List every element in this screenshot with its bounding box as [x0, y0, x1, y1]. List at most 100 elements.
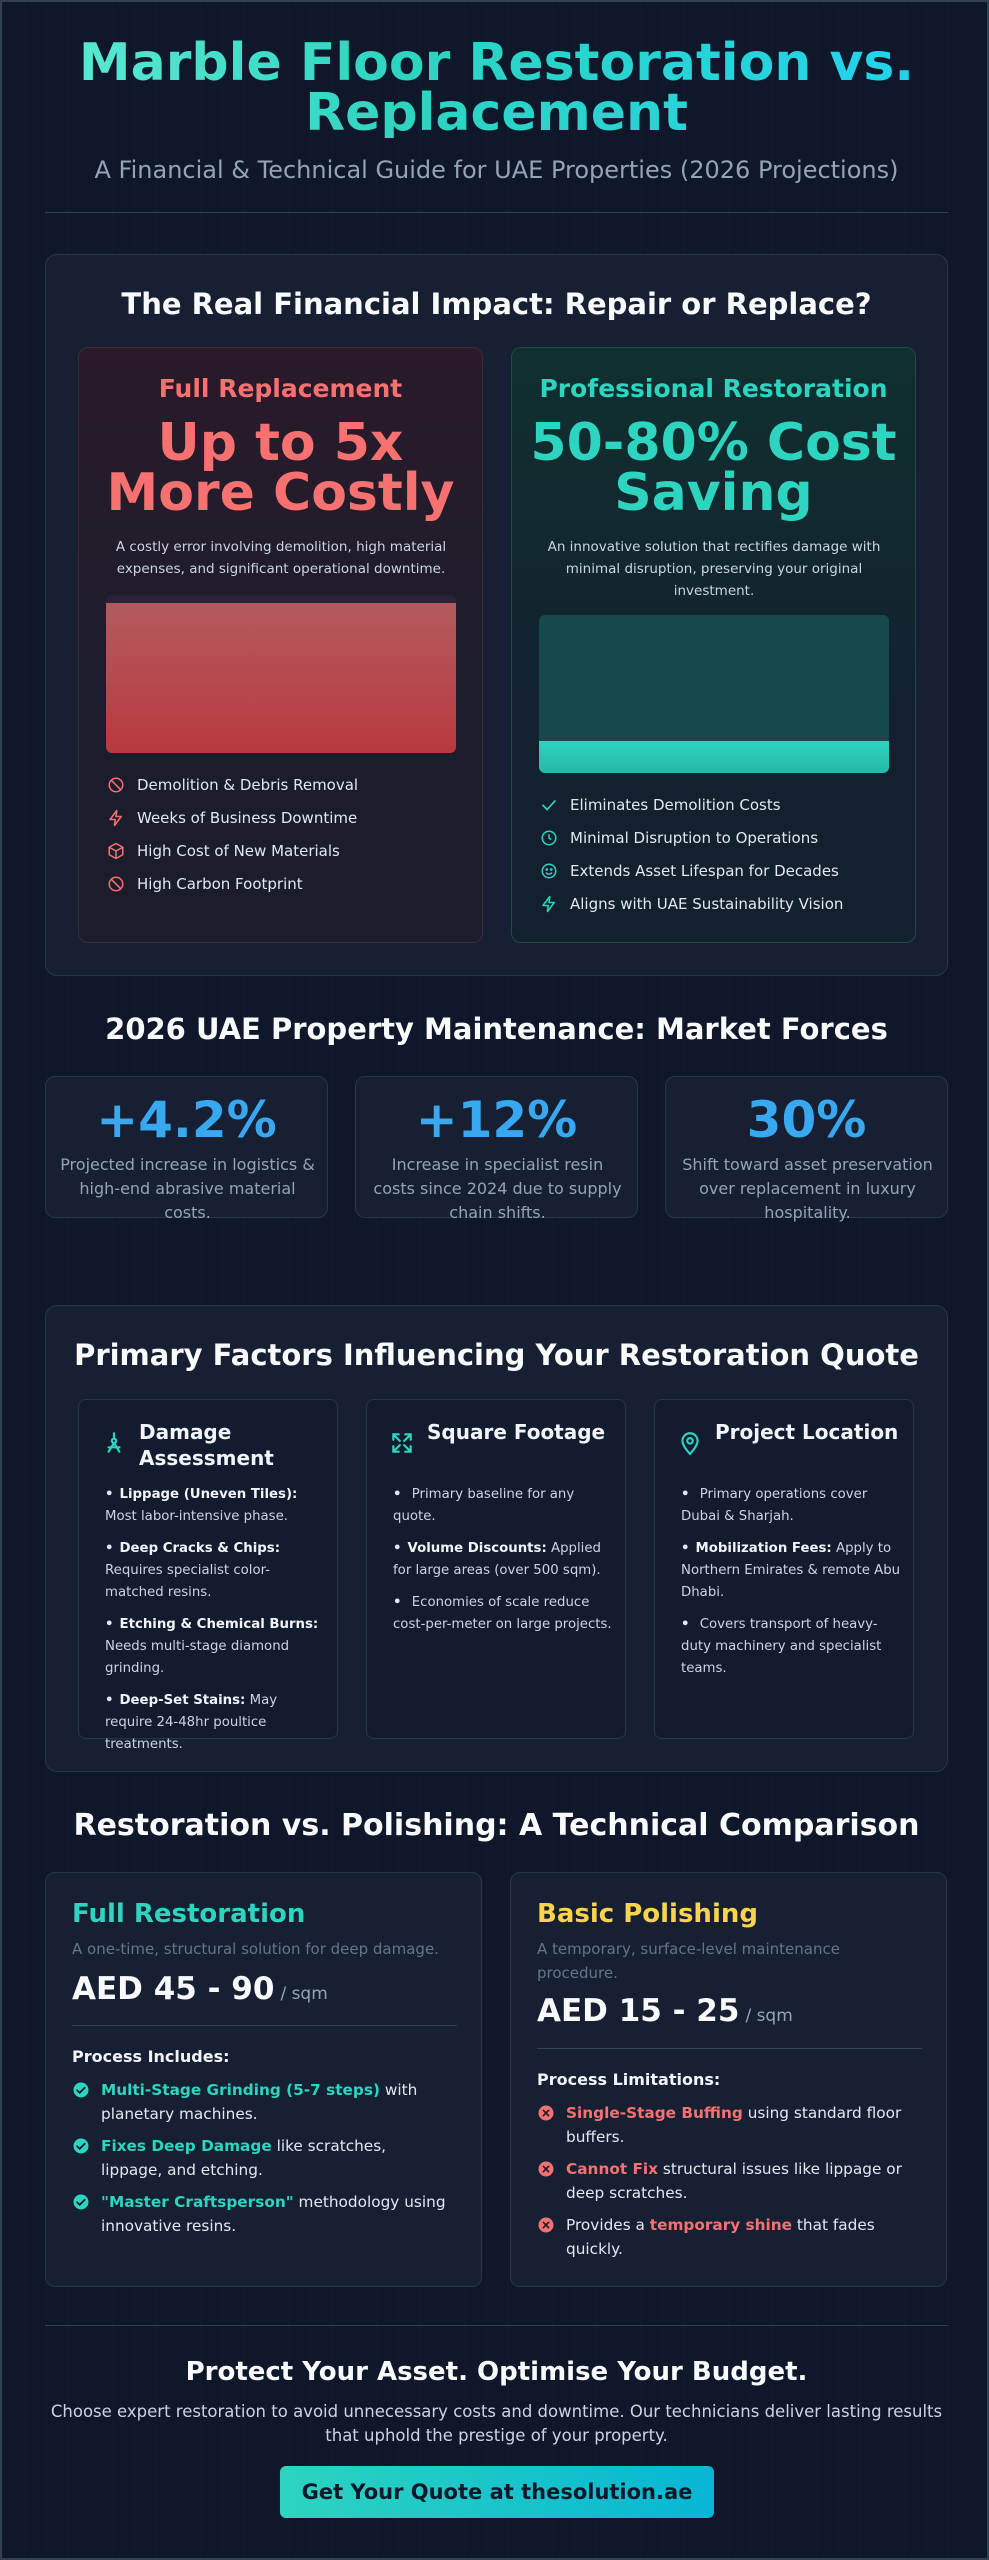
list-item: Provides a temporary shine that fades qu… — [537, 2213, 917, 2261]
item-text: Covers transport of heavy-duty machinery… — [681, 1617, 882, 1676]
item-text: methodology using innovative resins. — [101, 2193, 446, 2235]
tech-list: Single-Stage Buffing using standard floo… — [537, 2101, 917, 2269]
replacement-description: A costly error involving demolition, hig… — [115, 539, 447, 577]
item-highlight: "Master Craftsperson" — [101, 2193, 294, 2211]
list-item: Demolition & Debris Removal — [107, 768, 467, 801]
restoration-card: Professional Restoration 50-80% Cost Sav… — [511, 347, 916, 943]
technical-heading: Restoration vs. Polishing: A Technical C… — [73, 1808, 920, 1843]
list-item: • Lippage (Uneven Tiles): Most labor-inte… — [105, 1487, 298, 1524]
price-value: AED 45 - 90 — [72, 1971, 275, 2007]
item-bold: Mobilization Fees: — [695, 1541, 832, 1556]
list-item: • Volume Discounts: Applied for large are… — [393, 1541, 602, 1578]
item-highlight: Cannot Fix — [566, 2160, 659, 2178]
smile-icon — [541, 863, 557, 878]
tech-title: Full Restoration — [72, 1899, 306, 1929]
item-bold: Etching & Chemical Burns: — [119, 1617, 319, 1632]
restoration-headline: 50-80% Cost Saving — [530, 413, 897, 523]
list-item: • Deep-Set Stains: May require 24-48hr po… — [105, 1693, 278, 1752]
factor-card-damage: Damage Assessment • Lippage (Uneven Tiles… — [78, 1399, 338, 1752]
item-text: Economies of scale reduce cost-per-meter… — [393, 1595, 612, 1632]
tech-divider — [72, 2025, 457, 2026]
item-text: that fades quickly. — [566, 2216, 875, 2258]
list-item: • Economies of scale reduce cost-per-met… — [393, 1595, 612, 1632]
x-circle-icon — [538, 2105, 554, 2121]
tech-list: Multi-Stage Grinding (5-7 steps) with pl… — [72, 2078, 452, 2246]
item-highlight: Multi-Stage Grinding (5-7 steps) — [101, 2081, 380, 2099]
factor-card-square-footage: Square Footage • Primary baseline for an… — [366, 1399, 626, 1739]
item-content: Provides a temporary shine that fades qu… — [566, 2213, 917, 2261]
item-text: Applied for large areas (over 500 sqm). — [393, 1541, 602, 1578]
page-subtitle: A Financial & Technical Guide for UAE Pr… — [94, 156, 899, 184]
check-icon — [542, 799, 556, 811]
list-item: Single-Stage Buffing using standard floo… — [537, 2101, 917, 2149]
list-item-text: Weeks of Business Downtime — [137, 808, 358, 827]
x-circle-icon — [538, 2217, 554, 2233]
replacement-list: Demolition & Debris Removal Weeks of Bus… — [107, 768, 467, 900]
list-item-text: High Carbon Footprint — [137, 874, 303, 893]
item-text: Apply to Northern Emirates & remote Abu … — [681, 1541, 901, 1600]
list-item: Fixes Deep Damage like scratches, lippag… — [72, 2134, 452, 2182]
list-item: Multi-Stage Grinding (5-7 steps) with pl… — [72, 2078, 452, 2126]
restoration-tech-card: Full Restoration A one-time, structural … — [45, 1872, 482, 2287]
restoration-cost-bar-fill — [539, 741, 889, 773]
factors-heading: Primary Factors Influencing Your Restora… — [74, 1338, 919, 1372]
list-item: • Covers transport of heavy-duty machine… — [681, 1617, 882, 1676]
tech-description: A one-time, structural solution for deep… — [72, 1940, 439, 1958]
financial-impact-panel: The Real Financial Impact: Repair or Rep… — [45, 254, 948, 976]
polishing-tech-card: Basic Polishing A temporary, surface-lev… — [510, 1872, 947, 2287]
financial-impact-heading: The Real Financial Impact: Repair or Rep… — [121, 287, 872, 321]
list-item-text: Demolition & Debris Removal — [137, 775, 359, 794]
replacement-card: Full Replacement Up to 5x More Costly A … — [78, 347, 483, 943]
stat-value: +4.2% — [96, 1091, 277, 1149]
item-bold: Volume Discounts: — [407, 1541, 547, 1556]
list-item-text: Eliminates Demolition Costs — [570, 795, 781, 814]
get-quote-button[interactable]: Get Your Quote at thesolution.ae — [280, 2466, 714, 2518]
replacement-label: Full Replacement — [158, 374, 403, 403]
price-unit: / sqm — [745, 2006, 793, 2026]
ban-icon — [108, 876, 124, 891]
factor-title: Square Footage — [427, 1420, 606, 1444]
list-item: "Master Craftsperson" methodology using … — [72, 2190, 452, 2238]
clock-icon — [541, 830, 557, 845]
ban-icon — [108, 777, 124, 792]
stat-card: +12% Increase in specialist resin costs … — [355, 1076, 638, 1222]
stat-card: +4.2% Projected increase in logistics & … — [45, 1076, 328, 1222]
list-item: • Primary baseline for any quote. — [393, 1487, 575, 1524]
market-forces-heading: 2026 UAE Property Maintenance: Market Fo… — [105, 1012, 888, 1046]
list-item: Extends Asset Lifespan for Decades — [540, 854, 900, 887]
tech-price: AED 15 - 25/ sqm — [537, 1993, 793, 2029]
check-circle-icon — [73, 2082, 89, 2098]
restoration-cost-bar — [539, 615, 889, 773]
restoration-label: Professional Restoration — [539, 374, 888, 403]
hazard-icon — [107, 1432, 121, 1453]
cta-title: Protect Your Asset. Optimise Your Budget… — [185, 2357, 808, 2387]
list-item: Eliminates Demolition Costs — [540, 788, 900, 821]
price-value: AED 15 - 25 — [537, 1993, 740, 2029]
list-item: • Etching & Chemical Burns: Needs multi-s… — [105, 1617, 319, 1676]
item-text: using standard floor buffers. — [566, 2104, 902, 2146]
tech-price: AED 45 - 90/ sqm — [72, 1971, 328, 2007]
check-circle-icon — [73, 2138, 89, 2154]
restoration-description: An innovative solution that rectifies da… — [547, 539, 881, 599]
list-item-text: Extends Asset Lifespan for Decades — [570, 861, 839, 880]
factor-card-location: Project Location • Primary operations co… — [654, 1399, 914, 1739]
expand-icon — [392, 1433, 412, 1453]
list-item: High Carbon Footprint — [107, 867, 467, 900]
stat-value: 30% — [746, 1091, 867, 1149]
item-text: May require 24-48hr poultice treatments. — [105, 1693, 278, 1752]
stat-value: +12% — [415, 1091, 578, 1149]
item-text: structural issues like lippage or deep s… — [566, 2160, 902, 2202]
tech-title: Basic Polishing — [537, 1899, 758, 1929]
list-item-text: High Cost of New Materials — [137, 841, 340, 860]
item-text: Needs multi-stage diamond grinding. — [105, 1639, 290, 1676]
item-content: Multi-Stage Grinding (5-7 steps) with pl… — [101, 2078, 452, 2126]
factor-list: • Lippage (Uneven Tiles): Most labor-inte… — [105, 1484, 327, 1766]
tech-list-heading: Process Limitations: — [537, 2070, 721, 2089]
check-circle-icon — [73, 2194, 89, 2210]
leaf-icon — [542, 895, 555, 912]
list-item: Weeks of Business Downtime — [107, 801, 467, 834]
factor-title: Project Location — [715, 1420, 899, 1444]
lightning-icon — [109, 809, 122, 826]
item-text: Primary baseline for any quote. — [393, 1487, 575, 1524]
